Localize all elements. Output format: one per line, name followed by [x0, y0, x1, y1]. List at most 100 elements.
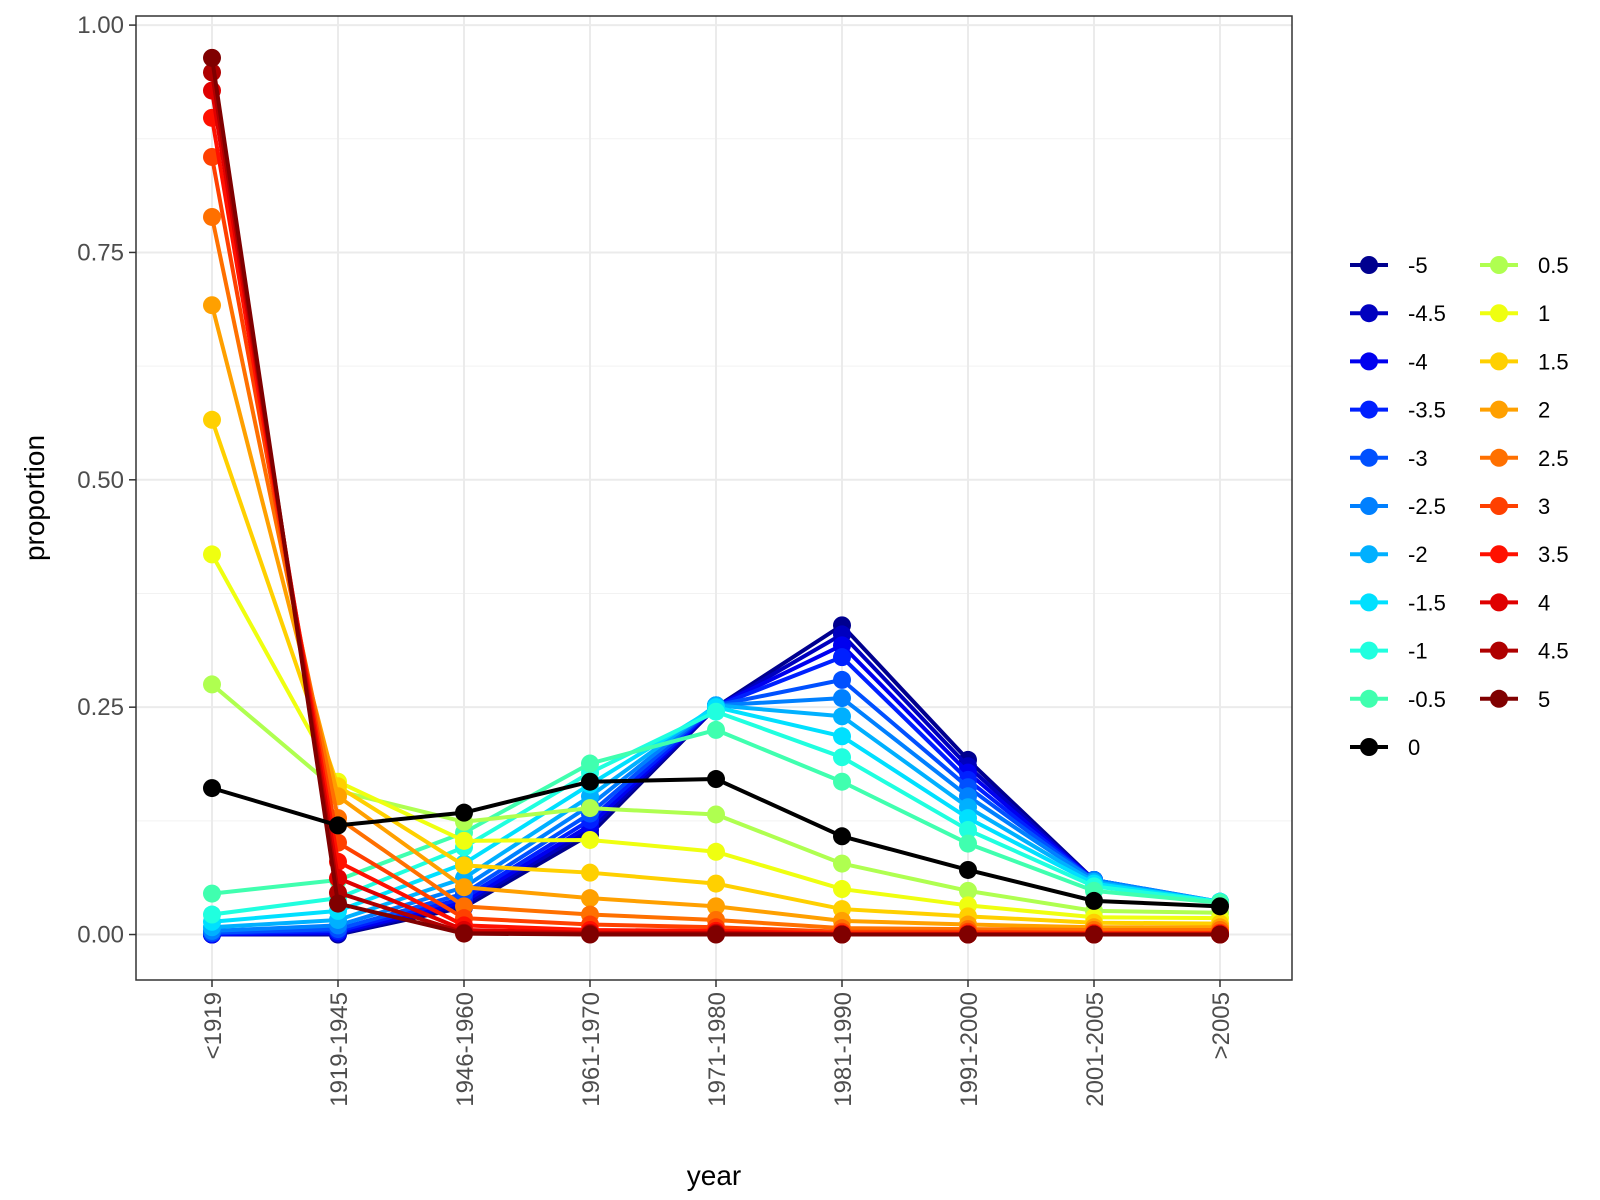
legend-item: 2.5: [1480, 446, 1569, 471]
legend-key-point: [1490, 256, 1508, 274]
legend-item: 1.5: [1480, 349, 1569, 374]
legend-item: -2.5: [1350, 494, 1446, 519]
data-point: [329, 816, 347, 835]
legend-key-point: [1360, 352, 1378, 371]
data-point: [959, 881, 977, 900]
data-point: [959, 925, 977, 944]
data-point: [455, 831, 473, 850]
legend-label: -3.5: [1408, 398, 1446, 423]
data-point: [1085, 925, 1103, 944]
legend-item: 3: [1480, 494, 1550, 519]
data-point: [329, 894, 347, 913]
legend-label: -4.5: [1408, 301, 1446, 326]
legend-item: 1: [1480, 301, 1550, 326]
x-tick-label: 1981-1990: [830, 992, 857, 1107]
data-point: [707, 720, 725, 739]
data-point: [455, 856, 473, 875]
legend-key-point: [1490, 448, 1508, 467]
x-tick-label: <1919: [200, 992, 227, 1059]
legend-label: -0.5: [1408, 687, 1446, 712]
plot-panel-border: [135, 15, 1293, 981]
legend-key-point: [1490, 304, 1508, 323]
data-point: [1211, 897, 1229, 916]
legend-item: 3.5: [1480, 542, 1569, 567]
data-point: [581, 889, 599, 908]
data-point: [455, 924, 473, 943]
y-tick-label: 0.75: [77, 239, 124, 266]
legend-key-point: [1360, 689, 1378, 708]
legend-item: -4.5: [1350, 301, 1446, 326]
legend-item: -2: [1350, 542, 1428, 567]
legend-key-point: [1360, 497, 1378, 515]
series-1: [203, 545, 1229, 928]
legend-label: 5: [1538, 687, 1550, 712]
y-tick-label: 0.25: [77, 694, 124, 721]
data-point: [707, 925, 725, 944]
legend: -5 -4.5 -4 -3.5 -3 -2.5 -2 -1.5 -1 -0.5 0 0.5 1 1.5 2 2…: [1350, 253, 1569, 760]
legend-item: 4: [1480, 590, 1550, 615]
legend-item: -3: [1350, 446, 1428, 471]
legend-item: 5: [1480, 687, 1550, 712]
legend-key-point: [1490, 400, 1508, 419]
axes: 0.00 0.25 0.50 0.75 1.00 <1919 1919-1945 1946-1…: [77, 12, 1235, 1107]
data-point: [581, 830, 599, 849]
legend-item: 0.5: [1480, 253, 1569, 278]
x-tick-label: 1971-1980: [704, 992, 731, 1107]
legend-label: -2.5: [1408, 494, 1446, 519]
legend-label: 3.5: [1538, 542, 1569, 567]
legend-key-point: [1360, 256, 1378, 274]
legend-item: -4: [1350, 349, 1428, 374]
data-point: [203, 207, 221, 226]
data-point: [1211, 925, 1229, 944]
data-point: [833, 772, 851, 791]
legend-label: 1: [1538, 301, 1550, 326]
legend-label: -2: [1408, 542, 1428, 567]
data-point: [707, 702, 725, 721]
y-tick-label: 1.00: [77, 12, 124, 39]
legend-key-point: [1490, 593, 1508, 612]
data-point: [833, 689, 851, 708]
legend-item: -1: [1350, 639, 1428, 664]
legend-label: -1.5: [1408, 590, 1446, 615]
data-point: [203, 410, 221, 429]
data-point: [203, 779, 221, 798]
legend-item: 4.5: [1480, 639, 1569, 664]
data-point: [581, 772, 599, 791]
legend-item: 2: [1480, 398, 1550, 423]
data-point: [581, 799, 599, 818]
x-axis-title: year: [687, 1160, 741, 1191]
data-point: [833, 854, 851, 873]
legend-label: 4: [1538, 590, 1550, 615]
data-point: [833, 670, 851, 689]
legend-label: -4: [1408, 349, 1428, 374]
series-layer: [203, 48, 1229, 944]
legend-label: -5: [1408, 253, 1428, 278]
legend-item: -1.5: [1350, 590, 1446, 615]
y-tick-label: 0.50: [77, 467, 124, 494]
data-point: [203, 884, 221, 903]
data-point: [833, 648, 851, 667]
data-point: [833, 925, 851, 944]
x-tick-label: >2005: [1208, 992, 1235, 1059]
legend-label: 2.5: [1538, 446, 1569, 471]
legend-key-point: [1360, 448, 1378, 467]
legend-key-point: [1360, 400, 1378, 419]
data-point: [581, 863, 599, 882]
data-point: [959, 860, 977, 879]
legend-label: 0: [1408, 735, 1420, 760]
data-point: [203, 545, 221, 564]
legend-item: -5: [1350, 253, 1428, 278]
data-point: [581, 754, 599, 773]
legend-item: -3.5: [1350, 398, 1446, 423]
legend-label: 0.5: [1538, 253, 1569, 278]
legend-item: -0.5: [1350, 687, 1446, 712]
legend-key-point: [1490, 641, 1508, 660]
legend-key-point: [1490, 497, 1508, 515]
legend-key-point: [1360, 545, 1378, 564]
data-point: [455, 878, 473, 897]
data-point: [1085, 891, 1103, 910]
legend-key-point: [1490, 352, 1508, 371]
data-point: [707, 805, 725, 824]
data-point: [203, 48, 221, 67]
